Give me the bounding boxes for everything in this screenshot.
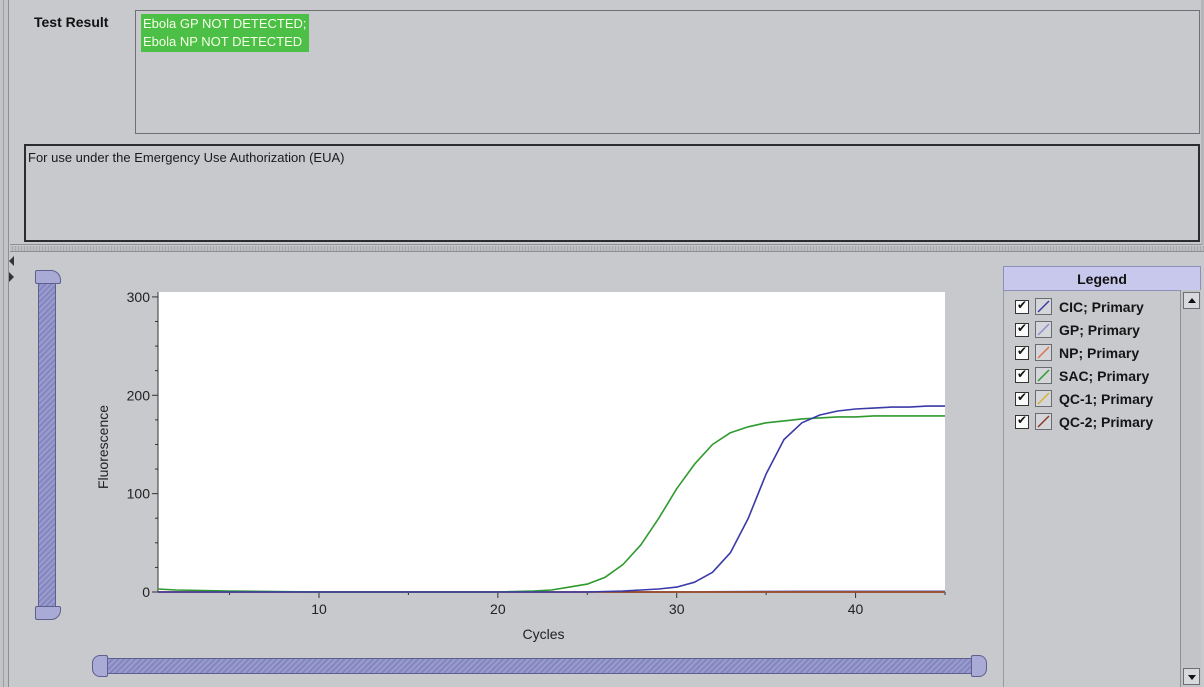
y-range-handle-bottom[interactable] [35,606,61,620]
x-tick-label: 10 [311,601,327,617]
checkmark-icon[interactable] [1015,344,1029,360]
arrow-left-icon[interactable] [9,256,14,266]
swatch-line [1037,300,1050,313]
series-swatch-icon [1035,390,1052,407]
series-swatch-icon [1035,367,1052,384]
legend-scrollbar[interactable] [1180,290,1201,687]
legend-item-qc2[interactable]: QC-2; Primary [1015,410,1153,433]
legend-item-qc1[interactable]: QC-1; Primary [1015,387,1153,410]
legend-item-np[interactable]: NP; Primary [1015,341,1139,364]
scroll-up-icon[interactable] [1183,292,1200,309]
checkmark-icon[interactable] [1015,413,1029,429]
legend-label: GP; Primary [1059,321,1140,338]
y-range-handle-top[interactable] [35,270,61,284]
x-range-handle-left[interactable] [92,655,108,677]
test-result-label: Test Result [34,14,109,30]
plot-area [158,292,945,592]
x-range-slider[interactable] [92,655,987,677]
series-swatch-icon [1035,321,1052,338]
y-tick-label: 200 [127,387,151,403]
triangle-down-glyph [1188,675,1196,680]
checkmark-icon[interactable] [1015,298,1029,314]
x-range-slider-thumb[interactable] [102,658,977,674]
y-range-slider-thumb[interactable] [38,280,56,610]
legend-list: CIC; Primary GP; Primary NP; Primary SAC… [1003,291,1181,687]
eua-note-text: For use under the Emergency Use Authoriz… [28,150,345,165]
splitter-arrows [9,256,17,290]
test-result-box[interactable]: Ebola GP NOT DETECTED; Ebola NP NOT DETE… [135,10,1200,134]
result-panel: Test Result Ebola GP NOT DETECTED; Ebola… [10,0,1202,245]
series-swatch-icon [1035,344,1052,361]
swatch-line [1037,346,1050,359]
legend-label: NP; Primary [1059,344,1140,361]
series-swatch-icon [1035,298,1052,315]
legend-item-sac[interactable]: SAC; Primary [1015,364,1149,387]
series-line-0 [158,405,945,593]
x-tick-label: 20 [490,601,506,617]
legend-label: QC-1; Primary [1059,390,1154,407]
legend-label: CIC; Primary [1059,298,1144,315]
x-tick-label: 40 [848,601,864,617]
arrow-right-icon[interactable] [9,272,14,282]
x-axis-label: Cycles [522,626,564,642]
window-frame-left [0,0,9,687]
triangle-up-glyph [1188,298,1196,303]
checkmark-icon[interactable] [1015,321,1029,337]
y-tick-label: 100 [127,486,151,502]
swatch-line [1037,392,1050,405]
legend-title: Legend [1003,266,1201,291]
legend-item-cic[interactable]: CIC; Primary [1015,295,1144,318]
y-axis-label: Fluorescence [95,405,111,489]
checkmark-icon[interactable] [1015,390,1029,406]
amplification-chart: 0 100 200 300 10 20 30 40 Cycles Fluorescence [95,289,946,642]
legend-label: QC-2; Primary [1059,413,1154,430]
scroll-down-icon[interactable] [1183,668,1200,685]
x-tick-label: 30 [669,601,685,617]
legend-item-gp[interactable]: GP; Primary [1015,318,1140,341]
y-tick-label: 0 [142,584,150,600]
checkmark-icon[interactable] [1015,367,1029,383]
result-line-np: Ebola NP NOT DETECTED [143,34,303,49]
legend-label: SAC; Primary [1059,367,1150,384]
window-frame-right [1201,0,1204,245]
x-range-handle-right[interactable] [971,655,987,677]
result-highlight[interactable]: Ebola GP NOT DETECTED; Ebola NP NOT DETE… [141,14,309,52]
legend-panel: Legend CIC; Primary GP; Primary NP; Prim… [1003,266,1201,687]
swatch-line [1037,415,1050,428]
panel-splitter[interactable] [10,246,1204,252]
result-line-gp: Ebola GP NOT DETECTED; [143,16,307,31]
y-tick-label: 300 [127,289,151,305]
eua-note-box[interactable]: For use under the Emergency Use Authoriz… [24,144,1200,242]
swatch-line [1037,369,1050,382]
series-swatch-icon [1035,413,1052,430]
swatch-line [1037,323,1050,336]
y-range-slider[interactable] [35,270,61,620]
